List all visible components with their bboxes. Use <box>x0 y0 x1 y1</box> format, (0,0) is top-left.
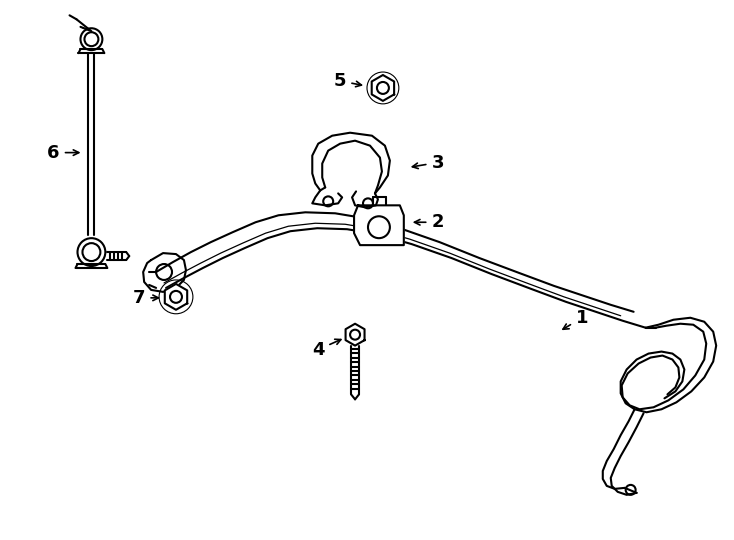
Text: 1: 1 <box>563 309 588 329</box>
Text: 6: 6 <box>48 144 79 161</box>
Text: 7: 7 <box>133 289 159 307</box>
Text: 4: 4 <box>312 339 341 359</box>
Polygon shape <box>354 205 404 245</box>
Polygon shape <box>165 284 187 310</box>
Polygon shape <box>346 323 365 346</box>
Text: 2: 2 <box>415 213 444 231</box>
Text: 5: 5 <box>334 72 361 90</box>
Text: 3: 3 <box>413 153 444 172</box>
Polygon shape <box>371 75 394 101</box>
